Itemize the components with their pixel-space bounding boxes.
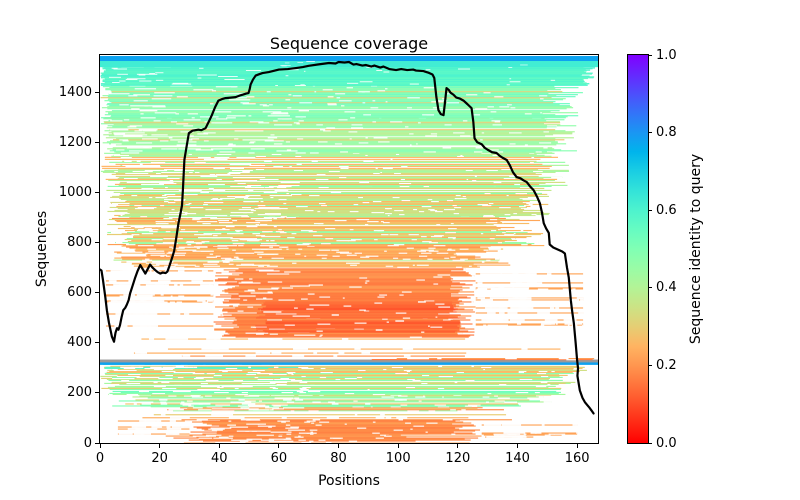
x-tick-label: 40: [211, 451, 228, 466]
colorbar: [627, 54, 649, 444]
msa-heatmap-canvas: [100, 55, 598, 443]
x-tick-mark: [218, 444, 220, 448]
x-tick-mark: [159, 444, 161, 448]
y-tick-label: 200: [67, 385, 92, 401]
x-tick-mark: [278, 444, 280, 448]
chart-title: Sequence coverage: [269, 34, 429, 53]
x-tick-mark: [457, 444, 459, 448]
colorbar-tick-mark: [648, 364, 652, 366]
y-tick-mark: [95, 442, 99, 444]
colorbar-tick-label: 1.0: [656, 47, 677, 63]
x-tick-label: 100: [385, 451, 411, 466]
x-tick-label: 60: [270, 451, 288, 466]
colorbar-tick-label: 0.2: [656, 357, 677, 373]
y-tick-label: 800: [67, 234, 92, 250]
x-tick-label: 140: [505, 451, 530, 466]
y-tick-mark: [95, 392, 99, 394]
colorbar-tick-mark: [648, 54, 652, 56]
y-tick-label: 1200: [58, 134, 92, 150]
x-tick-label: 80: [330, 451, 347, 466]
y-axis-label: Sequences: [34, 210, 50, 288]
x-axis-label: Positions: [318, 473, 380, 489]
colorbar-label: Sequence identity to query: [688, 153, 704, 345]
y-tick-label: 1000: [58, 184, 92, 200]
colorbar-tick-label: 0.6: [656, 202, 677, 218]
colorbar-tick-label: 0.4: [656, 280, 677, 296]
x-tick-mark: [338, 444, 340, 448]
x-tick-mark: [576, 444, 578, 448]
x-tick-label: 160: [564, 451, 590, 466]
x-tick-label: 120: [445, 451, 471, 466]
x-tick-mark: [397, 444, 399, 448]
y-tick-mark: [95, 191, 99, 193]
x-tick-mark: [516, 444, 518, 448]
x-tick-label: 20: [151, 451, 168, 466]
y-tick-label: 600: [67, 285, 92, 301]
colorbar-gradient: [628, 55, 648, 443]
y-tick-label: 400: [67, 335, 92, 351]
y-tick-mark: [95, 241, 99, 243]
y-tick-mark: [95, 292, 99, 294]
y-tick-label: 1400: [58, 84, 92, 100]
y-tick-mark: [95, 141, 99, 143]
colorbar-tick-mark: [648, 287, 652, 289]
y-tick-mark: [95, 342, 99, 344]
colorbar-tick-label: 0.0: [656, 435, 677, 451]
colorbar-tick-mark: [648, 132, 652, 134]
colorbar-tick-mark: [648, 209, 652, 211]
plot-area: [99, 54, 599, 444]
y-tick-mark: [95, 91, 99, 93]
x-tick-mark: [99, 444, 101, 448]
x-tick-label: 0: [95, 451, 105, 466]
colorbar-tick-label: 0.8: [656, 125, 677, 141]
colorbar-tick-mark: [648, 442, 652, 444]
y-tick-label: 0: [83, 435, 92, 451]
